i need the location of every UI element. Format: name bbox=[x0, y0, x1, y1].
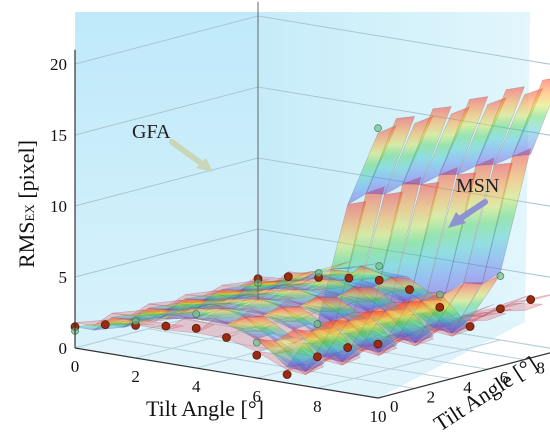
msn-annotation: MSN bbox=[448, 175, 499, 228]
marker-point bbox=[131, 317, 140, 325]
marker-point bbox=[100, 320, 110, 330]
marker-point bbox=[374, 124, 382, 132]
x-tick-label: 2 bbox=[131, 367, 140, 386]
marker-point bbox=[312, 352, 322, 362]
marker-point bbox=[252, 350, 262, 360]
marker-point bbox=[495, 304, 505, 314]
back-panel bbox=[75, 12, 258, 348]
marker-point bbox=[375, 262, 384, 270]
grid-line-z bbox=[74, 228, 259, 278]
y-tick-label: 2 bbox=[427, 387, 436, 406]
marker-point bbox=[313, 320, 322, 328]
x-tick-label: 0 bbox=[71, 357, 80, 376]
surface-facet bbox=[360, 265, 410, 278]
y-axis-title: Tilt Angle [°] bbox=[429, 351, 542, 436]
z-tick-label: 15 bbox=[50, 126, 67, 145]
grid-line-z bbox=[74, 157, 259, 207]
marker-point bbox=[282, 370, 292, 379]
gfa-label: GFA bbox=[132, 121, 171, 143]
marker-point bbox=[314, 269, 323, 277]
axes: 0510152002468100246810 bbox=[50, 1, 550, 426]
marker-point bbox=[496, 272, 505, 280]
grid-line-z bbox=[74, 15, 259, 65]
y-tick-label: 8 bbox=[536, 359, 545, 378]
z-axis-title: RMSEX [pixel] bbox=[14, 140, 39, 268]
z-tick-label: 20 bbox=[50, 55, 67, 74]
grid-line-x bbox=[317, 339, 501, 389]
surface-facet bbox=[365, 116, 416, 195]
data-markers bbox=[70, 124, 536, 379]
msn-label: MSN bbox=[456, 175, 499, 197]
marker-point bbox=[192, 310, 200, 318]
x-tick-label: 10 bbox=[370, 407, 387, 426]
marker-point bbox=[344, 273, 354, 283]
grid-line-z bbox=[257, 15, 550, 65]
marker-point bbox=[465, 322, 475, 331]
y-tick-label: 0 bbox=[390, 397, 399, 416]
surface-facet bbox=[511, 78, 550, 157]
marker-point bbox=[222, 333, 231, 342]
marker-point bbox=[374, 275, 384, 285]
z-tick-label: 0 bbox=[59, 339, 68, 358]
surface-facet bbox=[135, 321, 185, 331]
surface-facet bbox=[493, 302, 543, 312]
surface-facet bbox=[165, 317, 216, 334]
gfa-annotation: GFA bbox=[132, 121, 213, 172]
marker-point bbox=[191, 323, 201, 333]
surface-facet bbox=[475, 86, 525, 166]
x-tick-label: 4 bbox=[192, 377, 201, 396]
x-tick-label: 8 bbox=[313, 397, 322, 416]
y-axis-line bbox=[377, 352, 550, 399]
surface-facet bbox=[347, 311, 398, 353]
marker-point bbox=[435, 302, 445, 312]
z-tick-label: 5 bbox=[59, 268, 68, 287]
x-tick-label: 6 bbox=[253, 387, 262, 406]
surface-facet bbox=[274, 329, 325, 373]
gfa-arrow bbox=[169, 139, 213, 172]
grid-line-y bbox=[111, 337, 415, 389]
msn-arrow bbox=[448, 199, 488, 228]
marker-point bbox=[283, 272, 293, 282]
grid-line-z bbox=[74, 86, 259, 136]
marker-point bbox=[405, 285, 414, 294]
marker-point bbox=[526, 295, 536, 304]
surface-facet bbox=[438, 96, 489, 176]
marker-point bbox=[435, 290, 444, 299]
marker-point bbox=[343, 343, 353, 352]
y-tick-label: 6 bbox=[500, 368, 509, 387]
marker-point bbox=[373, 339, 383, 349]
x-axis-title: Tilt Angle [°] bbox=[146, 396, 264, 421]
surface-facet bbox=[402, 106, 452, 185]
y-tick-label: 4 bbox=[463, 378, 472, 397]
x-axis-line bbox=[74, 347, 379, 399]
z-tick-label: 10 bbox=[50, 197, 67, 216]
marker-point bbox=[252, 338, 261, 347]
marker-point bbox=[161, 321, 171, 331]
surface-facet bbox=[384, 301, 435, 344]
